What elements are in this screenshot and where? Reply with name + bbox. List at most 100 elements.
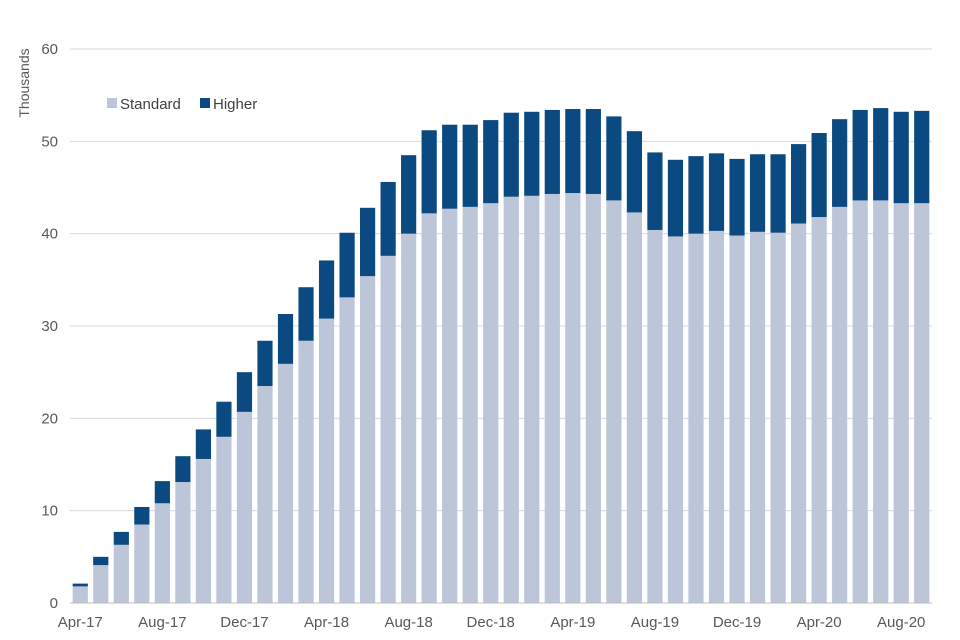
bar-standard-apr-19 (565, 193, 581, 604)
bar-higher-oct-17 (195, 429, 211, 459)
bar-higher-sep-19 (667, 159, 684, 237)
bar-higher-feb-20 (770, 154, 786, 233)
x-tick-label: Apr-17 (58, 614, 103, 631)
bar-standard-mar-20 (791, 223, 807, 603)
bar-higher-nov-17 (216, 401, 232, 437)
bar-higher-aug-20 (893, 111, 909, 204)
bar-higher-jul-19 (626, 131, 642, 213)
bar-standard-apr-18 (318, 318, 335, 603)
bar-higher-jun-18 (360, 207, 376, 277)
bar-standard-feb-18 (277, 363, 294, 603)
bar-standard-oct-19 (688, 233, 704, 604)
bar-higher-oct-19 (688, 156, 704, 234)
bar-standard-may-19 (585, 193, 601, 603)
bar-higher-mar-20 (791, 144, 807, 224)
legend-label-higher: Higher (213, 96, 257, 113)
x-tick-label: Dec-18 (467, 614, 515, 631)
bar-standard-oct-17 (195, 458, 211, 603)
bar-higher-oct-18 (442, 124, 458, 209)
bar-standard-jun-20 (852, 200, 868, 603)
bar-standard-jan-19 (503, 196, 519, 604)
x-tick-label: Apr-20 (797, 614, 842, 631)
bar-higher-dec-19 (729, 158, 745, 236)
gridlines (70, 48, 932, 512)
bar-standard-nov-17 (216, 436, 232, 603)
legend-swatch-higher (200, 98, 210, 108)
bar-higher-jun-17 (113, 531, 129, 545)
x-tick-label: Aug-17 (138, 614, 186, 631)
bar-standard-jun-17 (113, 544, 129, 603)
bar-higher-jun-19 (606, 116, 622, 201)
bar-standard-may-20 (832, 206, 848, 603)
bar-higher-apr-20 (811, 133, 827, 218)
bar-higher-sep-20 (914, 110, 930, 204)
x-tick-label: Aug-19 (631, 614, 679, 631)
bar-standard-dec-18 (483, 203, 499, 603)
y-tick-label: 20 (41, 410, 58, 427)
bar-higher-jul-17 (134, 506, 150, 525)
bar-standard-may-17 (93, 565, 109, 603)
bar-standard-jan-18 (257, 386, 273, 603)
legend-label-standard: Standard (120, 96, 181, 113)
bar-standard-feb-19 (524, 195, 540, 603)
bar-standard-jul-19 (626, 212, 642, 603)
bar-higher-feb-19 (524, 111, 540, 196)
x-tick-label: Aug-18 (384, 614, 432, 631)
bar-higher-nov-18 (462, 124, 478, 207)
bar-standard-nov-19 (708, 230, 725, 603)
bar-standard-aug-20 (893, 203, 909, 603)
bar-standard-may-18 (339, 297, 355, 603)
bar-higher-may-20 (832, 119, 848, 207)
bar-standard-jun-19 (606, 200, 622, 603)
bar-higher-apr-19 (565, 109, 581, 194)
bar-higher-sep-18 (421, 130, 437, 214)
bar-higher-apr-17 (72, 583, 88, 587)
bar-higher-aug-17 (154, 481, 170, 504)
bar-standard-aug-18 (401, 233, 417, 604)
bar-standard-aug-17 (154, 503, 170, 603)
bar-standard-jul-20 (873, 200, 889, 603)
x-axis-ticks: Apr-17 Aug-17 Dec-17 Apr-18 Aug-18 Dec-18 Apr-… (58, 614, 926, 631)
bar-higher-mar-18 (298, 287, 314, 341)
bar-standard-mar-18 (298, 340, 314, 603)
bar-higher-jul-20 (873, 108, 889, 201)
bar-standard-feb-20 (770, 232, 786, 604)
bars (72, 108, 930, 604)
bar-standard-oct-18 (442, 208, 458, 604)
bar-standard-apr-17 (72, 586, 88, 603)
y-tick-label: 30 (41, 318, 58, 335)
bar-higher-nov-19 (708, 153, 725, 231)
bar-higher-feb-18 (277, 314, 294, 364)
bar-standard-jun-18 (360, 276, 376, 603)
x-tick-label: Apr-19 (550, 614, 595, 631)
x-tick-label: Apr-18 (304, 614, 349, 631)
bar-higher-aug-19 (647, 152, 663, 230)
bar-higher-may-17 (93, 556, 109, 566)
bar-higher-jul-18 (380, 181, 396, 256)
bar-higher-jun-20 (852, 109, 868, 201)
bar-higher-apr-18 (318, 260, 335, 319)
y-tick-label: 10 (41, 503, 58, 520)
bar-standard-dec-19 (729, 235, 745, 603)
bar-higher-jan-18 (257, 340, 273, 387)
bar-higher-mar-19 (544, 109, 560, 194)
y-tick-label: 60 (41, 41, 58, 58)
x-tick-label: Dec-19 (713, 614, 761, 631)
legend: Standard Higher (107, 96, 257, 113)
bar-standard-jul-17 (134, 524, 150, 603)
bar-standard-jul-18 (380, 255, 396, 603)
bar-higher-may-18 (339, 232, 355, 298)
bar-standard-mar-19 (544, 193, 560, 603)
bar-higher-dec-17 (236, 372, 253, 412)
bar-standard-sep-17 (175, 482, 191, 603)
bar-standard-jan-20 (749, 231, 766, 603)
bar-higher-sep-17 (175, 456, 191, 483)
bar-standard-sep-18 (421, 213, 437, 603)
y-axis-title: Thousands (16, 48, 32, 117)
bar-standard-dec-17 (236, 411, 253, 603)
y-tick-label: 0 (50, 595, 58, 612)
x-tick-label: Dec-17 (220, 614, 268, 631)
bar-standard-sep-19 (667, 236, 684, 603)
